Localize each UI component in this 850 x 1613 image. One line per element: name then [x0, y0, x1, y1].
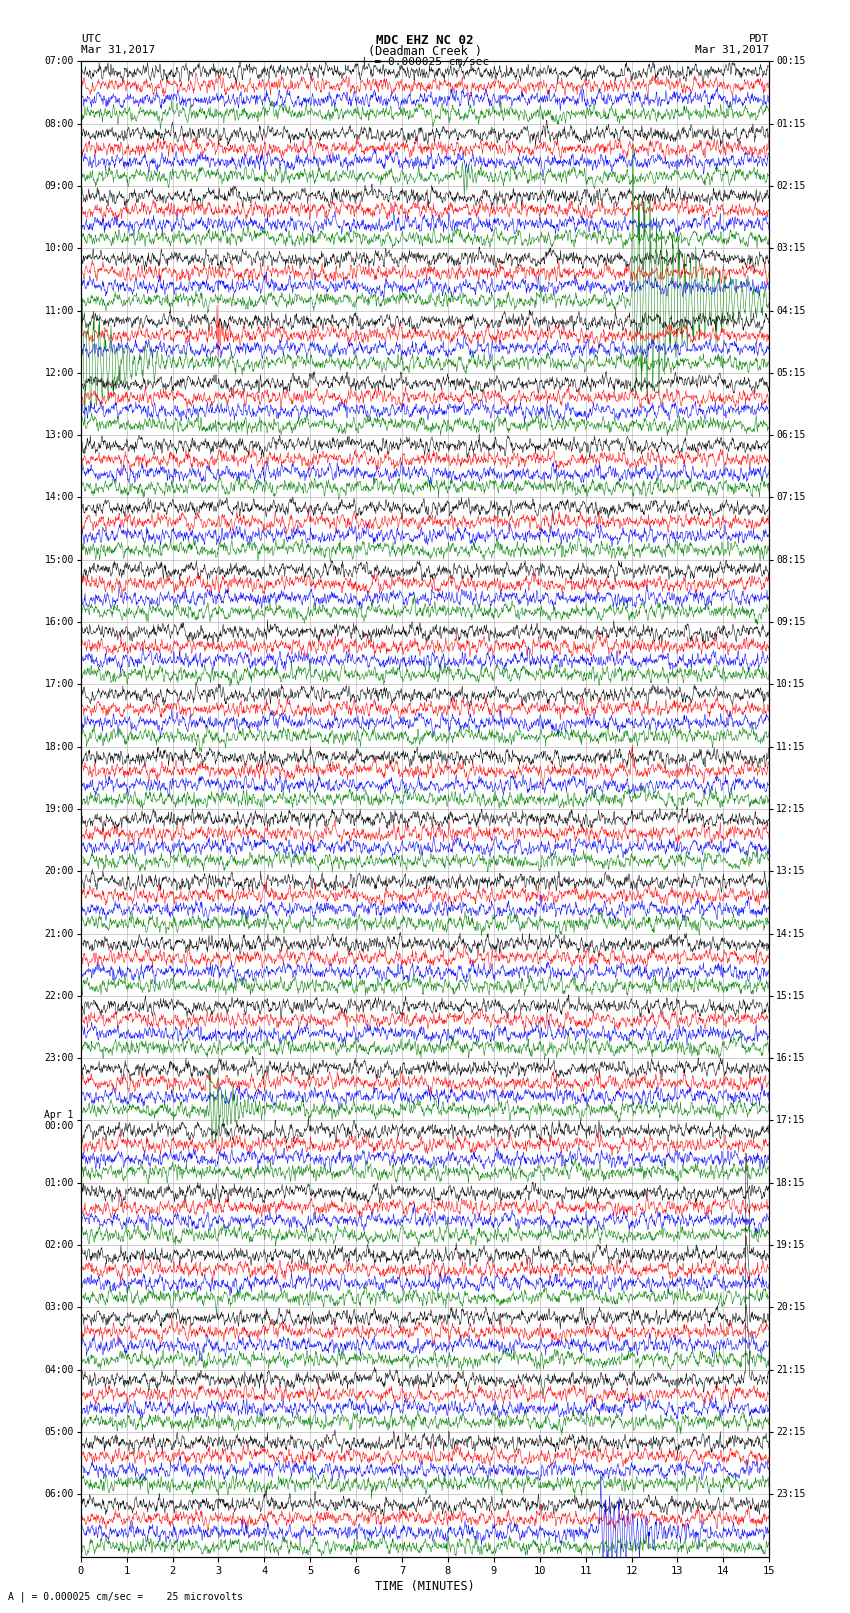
Text: A | = 0.000025 cm/sec =    25 microvolts: A | = 0.000025 cm/sec = 25 microvolts	[8, 1590, 243, 1602]
Text: | = 0.000025 cm/sec: | = 0.000025 cm/sec	[361, 56, 489, 68]
Text: (Deadman Creek ): (Deadman Creek )	[368, 45, 482, 58]
X-axis label: TIME (MINUTES): TIME (MINUTES)	[375, 1581, 475, 1594]
Text: MDC EHZ NC 02: MDC EHZ NC 02	[377, 34, 473, 47]
Text: UTC: UTC	[81, 34, 101, 44]
Text: PDT: PDT	[749, 34, 769, 44]
Text: Mar 31,2017: Mar 31,2017	[81, 45, 155, 55]
Text: Mar 31,2017: Mar 31,2017	[695, 45, 769, 55]
